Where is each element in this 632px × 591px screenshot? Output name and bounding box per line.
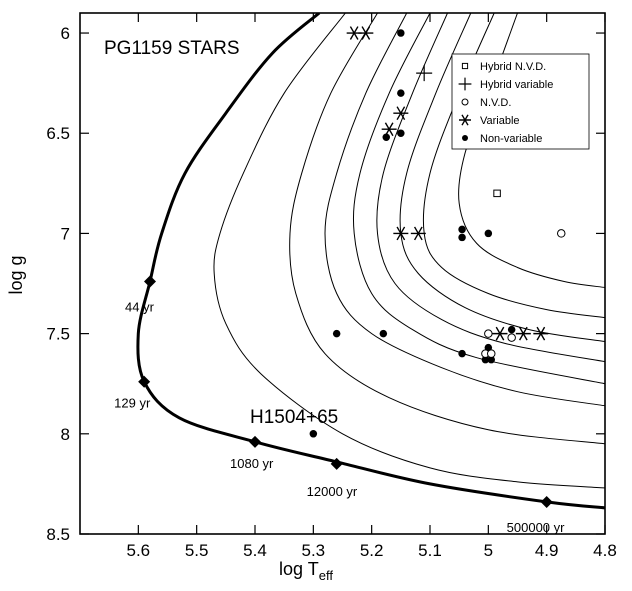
x-tick-label-5: 5.2 [360, 541, 384, 560]
point-plus-1 [416, 65, 433, 82]
point-open-circle-3 [507, 333, 516, 342]
x-tick-label-2: 5.5 [185, 541, 209, 560]
data-points [309, 26, 566, 438]
point-filled-circle-2 [397, 89, 405, 97]
age-labels: 44 yr 129 yr 1080 yr 12000 yr 500000 yr [114, 300, 565, 535]
point-open-circle-5 [487, 349, 496, 358]
point-filled-circle-4 [382, 133, 390, 141]
legend-marker-2 [458, 77, 472, 91]
point-asterisk-2 [358, 26, 374, 40]
chart-title: PG1159 STARS [104, 38, 240, 59]
instability-curve-1 [213, 13, 605, 489]
age-label-4: 12000 yr [307, 484, 358, 499]
x-axis-label-sub: eff [319, 568, 334, 583]
point-filled-circle-9 [379, 329, 388, 338]
age-marker-3 [249, 435, 261, 448]
y-tick-label-3: 7 [61, 224, 70, 243]
point-asterisk-8 [515, 326, 531, 341]
x-axis-label-main: log T [279, 559, 319, 579]
x-tick-label-9: 4.8 [593, 541, 617, 560]
point-filled-circle-10 [507, 325, 516, 334]
instability-curve-2 [289, 13, 605, 445]
point-filled-circle-3 [397, 129, 405, 137]
plot-frame [79, 12, 606, 535]
x-tick-label-8: 4.9 [535, 541, 559, 560]
point-filled-circle-14 [487, 355, 495, 364]
instability-curve-4 [352, 13, 605, 385]
point-asterisk-3 [393, 106, 409, 121]
point-open-circle-1 [557, 229, 566, 238]
x-tick-label-3: 5.4 [243, 541, 267, 560]
annotation-h1504: H1504+65 [250, 407, 338, 428]
age-label-1: 44 yr [125, 300, 155, 315]
legend-label-5: Non-variable [480, 133, 542, 145]
instability-curve-3 [324, 13, 605, 407]
y-tick-label-2: 6.5 [46, 124, 70, 143]
point-filled-circle-1 [397, 29, 405, 37]
point-open-square-1 [493, 189, 501, 198]
point-open-circle-2 [484, 329, 493, 338]
point-filled-circle-12 [484, 343, 493, 352]
legend-label-1: Hybrid N.V.D. [480, 61, 546, 73]
age-label-3: 1080 yr [230, 456, 274, 471]
age-marker-1 [144, 275, 156, 288]
legend-label-4: Variable [480, 115, 520, 127]
axis-ticks: 5.6 5.5 5.4 5.3 5.2 5.1 5 4.9 4.8 6 6.5 7 7.5 8 8.5 [46, 13, 617, 560]
age-marker-4 [330, 457, 343, 470]
y-axis-label: log g [6, 255, 26, 294]
point-asterisk-4 [381, 122, 397, 137]
point-asterisk-7 [492, 326, 508, 341]
legend: Hybrid N.V.D. Hybrid variable N.V.D. Variab… [451, 53, 590, 150]
age-label-5: 500000 yr [507, 520, 565, 535]
point-asterisk-5 [393, 226, 409, 241]
evolutionary-track [136, 13, 605, 510]
instability-curve-5 [376, 13, 605, 363]
point-filled-circle-8 [332, 329, 341, 338]
instability-curve-6 [399, 13, 605, 343]
legend-marker-3 [461, 98, 469, 106]
point-filled-circle-6 [458, 233, 466, 242]
age-marker-5 [540, 495, 553, 508]
point-filled-circle-15 [309, 430, 318, 438]
legend-marker-4 [459, 114, 471, 126]
point-filled-circle-11 [458, 349, 466, 358]
x-tick-label-1: 5.6 [127, 541, 151, 560]
x-tick-label-7: 5 [484, 541, 493, 560]
x-tick-label-6: 5.1 [418, 541, 442, 560]
x-tick-label-4: 5.3 [302, 541, 326, 560]
evolutionary-track-line [136, 13, 605, 510]
legend-label-2: Hybrid variable [480, 79, 553, 91]
legend-marker-5 [462, 135, 468, 141]
y-tick-label-5: 8 [61, 425, 70, 444]
point-filled-circle-5 [458, 225, 466, 234]
y-tick-label-1: 6 [61, 24, 70, 43]
legend-marker-1 [461, 62, 469, 70]
point-filled-circle-7 [484, 229, 493, 238]
x-axis-label: log Teff [279, 559, 333, 583]
y-tick-label-6: 8.5 [46, 525, 70, 544]
y-tick-label-4: 7.5 [46, 325, 70, 344]
age-label-2: 129 yr [114, 396, 151, 411]
legend-box [451, 53, 590, 150]
point-filled-circle-13 [481, 355, 490, 364]
legend-label-3: N.V.D. [480, 97, 511, 109]
age-marker-2 [138, 375, 151, 388]
point-asterisk-6 [410, 226, 426, 241]
point-asterisk-9 [533, 326, 549, 341]
